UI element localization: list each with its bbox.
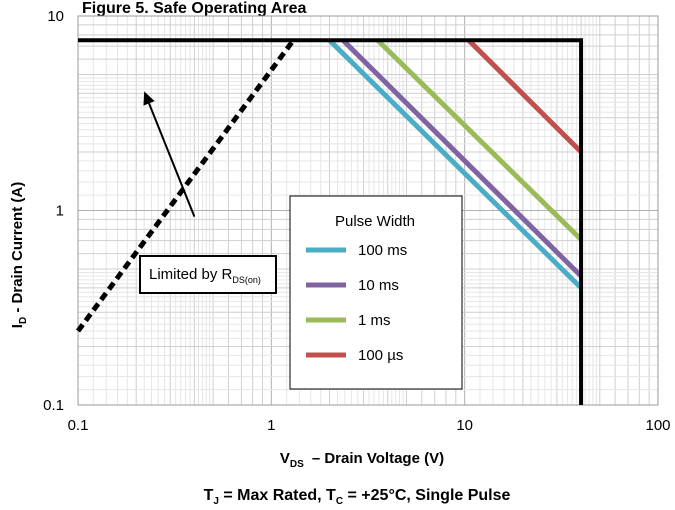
legend-label-2: 1 ms [358, 312, 391, 329]
rds-limit-line [75, 38, 296, 333]
legend: Pulse Width 100 ms 10 ms 1 ms 100 µs [289, 195, 463, 390]
y-axis-title: ID - Drain Current (A) [9, 182, 29, 328]
series-line-1 [341, 38, 583, 278]
annotation-box [139, 255, 277, 294]
rds-annotation: Limited by RDS(on) [139, 91, 277, 294]
chart-caption: TJ = Max Rated, TC = +25°C, Single Pulse [204, 487, 511, 507]
plot-frame [77, 15, 659, 406]
plot-area [75, 38, 584, 405]
series-line-0 [327, 38, 583, 290]
x-axis-title: VDS – Drain Voltage (V) [280, 450, 444, 470]
annotation-arrow [148, 103, 196, 218]
x-tick-label: 0.1 [68, 417, 89, 434]
legend-label-3: 100 µs [358, 347, 403, 364]
y-tick-label: 0.1 [43, 397, 64, 414]
legend-items: 100 ms 10 ms 1 ms 100 µs [306, 242, 407, 364]
y-tick-label: 10 [47, 8, 64, 25]
legend-label-0: 100 ms [358, 242, 407, 259]
x-tick-label: 10 [456, 417, 473, 434]
legend-title: Pulse Width [335, 213, 415, 230]
tick-labels: 0.1 1 10 100 0.1 1 10 [43, 8, 670, 434]
y-tick-label: 1 [56, 203, 64, 220]
x-tick-label: 100 [645, 417, 670, 434]
annotation-label: Limited by RDS(on) [149, 266, 261, 285]
series-line-2 [375, 38, 583, 242]
chart-title: Figure 5. Safe Operating Area [82, 0, 306, 17]
x-tick-label: 1 [267, 417, 275, 434]
annotation-arrow-head [143, 91, 155, 106]
series-line-3 [467, 38, 583, 154]
legend-label-1: 10 ms [358, 277, 399, 294]
soa-boundary [78, 38, 584, 405]
